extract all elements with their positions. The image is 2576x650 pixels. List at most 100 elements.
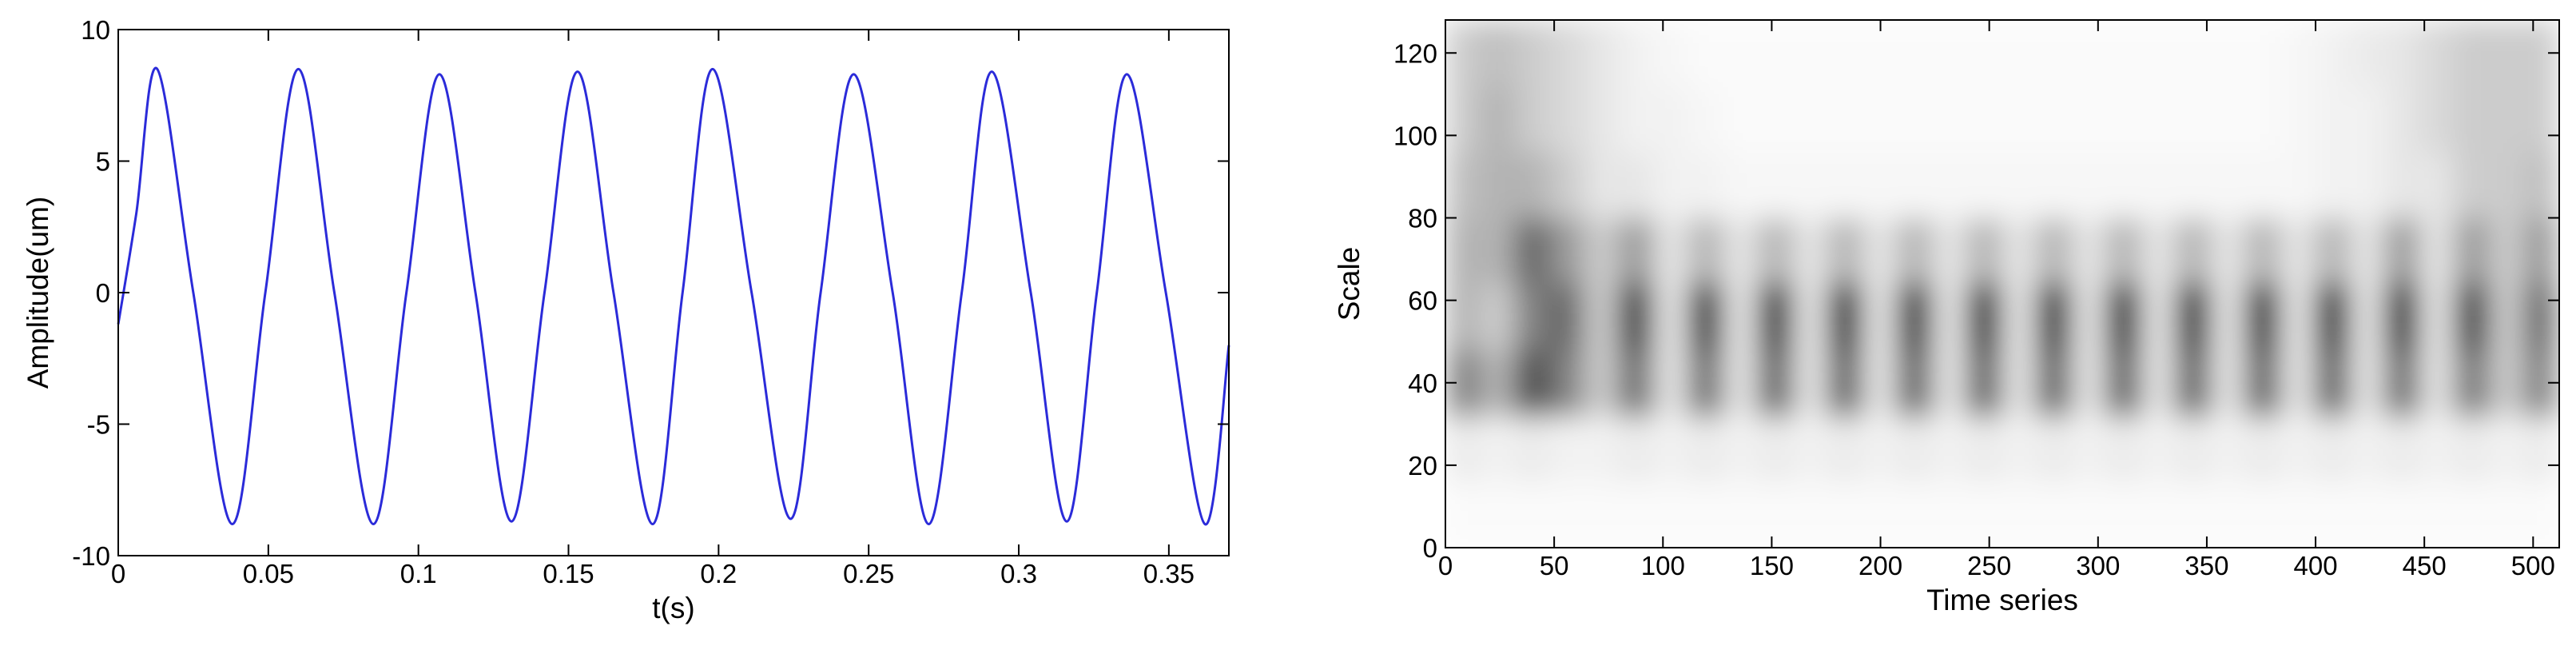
heatmap-cell	[2454, 151, 2491, 219]
heatmap-cell	[2105, 85, 2143, 153]
heatmap-cell	[1514, 217, 1551, 285]
heatmap-cell	[1758, 349, 1795, 417]
heatmap-cell	[1514, 283, 1551, 351]
heatmap-cell	[2002, 217, 2038, 285]
heatmap-cell	[1514, 349, 1551, 417]
heatmap-cell	[2280, 151, 2317, 219]
heatmap-cell	[2175, 217, 2212, 285]
y-tick-label: 5	[96, 147, 110, 177]
heatmap-cell	[1514, 415, 1551, 483]
heatmap-cell	[2175, 481, 2212, 548]
heatmap-cell	[1758, 283, 1795, 351]
heatmap-cell	[2175, 20, 2212, 87]
heatmap-cell	[2175, 349, 2212, 417]
heatmap-cell	[2175, 151, 2212, 219]
heatmap-cell	[2384, 20, 2421, 87]
heatmap-cell	[1792, 151, 1830, 219]
y-tick-label: -5	[87, 410, 110, 440]
heatmap-cell	[2454, 283, 2491, 351]
heatmap-cell	[1862, 283, 1899, 351]
heatmap-cell	[2210, 481, 2247, 548]
heatmap-cell	[1688, 283, 1725, 351]
heatmap-cell	[2002, 20, 2038, 87]
heatmap-cell	[2105, 20, 2143, 87]
heatmap-cell	[1723, 481, 1760, 548]
heatmap-cell	[1548, 217, 1586, 285]
x-tick-label: 0.05	[243, 559, 294, 588]
heatmap-cell	[2071, 85, 2108, 153]
heatmap-cell	[2244, 151, 2282, 219]
heatmap-cell	[2488, 481, 2526, 548]
heatmap-cell	[1931, 415, 1969, 483]
heatmap-cell	[1688, 481, 1725, 548]
heatmap-cell	[1688, 349, 1725, 417]
heatmap-cell	[2384, 481, 2421, 548]
heatmap-cell	[2419, 415, 2456, 483]
plot-frame	[1445, 19, 2560, 548]
heatmap-cell	[1584, 283, 1620, 351]
x-tick-label: 350	[2184, 551, 2228, 580]
heatmap-cell	[1548, 283, 1586, 351]
heatmap-cell	[2210, 283, 2247, 351]
heatmap-cell	[1618, 217, 1656, 285]
heatmap-cell	[1584, 415, 1620, 483]
heatmap-cell	[1479, 151, 1517, 219]
y-tick-label: 60	[1408, 286, 1437, 316]
heatmap-cell	[1862, 85, 1899, 153]
heatmap-cell	[1584, 481, 1620, 548]
heatmap-cell	[1931, 481, 1969, 548]
heatmap-cell	[1897, 151, 1934, 219]
heatmap-cell	[2244, 481, 2282, 548]
heatmap-cell	[1931, 85, 1969, 153]
heatmap-cell	[2105, 481, 2143, 548]
heatmap-cell	[2488, 415, 2526, 483]
heatmap-cell	[2315, 415, 2351, 483]
heatmap-cell	[2280, 85, 2317, 153]
heatmap-cell	[1514, 151, 1551, 219]
heatmap-cell	[1618, 349, 1656, 417]
heatmap-cell	[1723, 283, 1760, 351]
heatmap-cell	[2071, 217, 2108, 285]
heatmap-cell	[1827, 283, 1864, 351]
heatmap-cell	[2488, 85, 2526, 153]
heatmap-cell	[2244, 415, 2282, 483]
y-axis-label: Amplitude(um)	[22, 197, 54, 389]
heatmap-cell	[1792, 349, 1830, 417]
heatmap-cell	[1966, 481, 2003, 548]
heatmap-cell	[1514, 481, 1551, 548]
heatmap-cell	[2523, 217, 2559, 285]
heatmap-cell	[1653, 217, 1690, 285]
heatmap-cell	[2454, 217, 2491, 285]
x-tick-label: 0.1	[400, 559, 437, 588]
heatmap-cell	[1618, 151, 1656, 219]
heatmap-cell	[1827, 85, 1864, 153]
heatmap-cell	[1584, 85, 1620, 153]
heatmap-cell	[2071, 481, 2108, 548]
heatmap-cell	[2105, 151, 2143, 219]
heatmap-cell	[1723, 151, 1760, 219]
heatmap-cell	[2105, 217, 2143, 285]
heatmap-cell	[1514, 20, 1551, 87]
heatmap-cell	[2523, 151, 2559, 219]
heatmap-cell	[2454, 415, 2491, 483]
heatmap-cell	[2175, 85, 2212, 153]
x-tick-label: 0	[111, 559, 125, 588]
heatmap-cell	[2280, 283, 2317, 351]
heatmap-cell	[2002, 481, 2038, 548]
heatmap-cell	[1792, 217, 1830, 285]
heatmap-cell	[1792, 481, 1830, 548]
heatmap-cell	[1445, 481, 1481, 548]
heatmap-cell	[2349, 85, 2387, 153]
heatmap-cell	[1931, 349, 1969, 417]
heatmap-cell	[2523, 415, 2559, 483]
heatmap-cell	[2315, 20, 2351, 87]
heatmap-cell	[1723, 217, 1760, 285]
heatmap-cell	[1758, 217, 1795, 285]
heatmap-cell	[1479, 20, 1517, 87]
heatmap-cell	[2036, 20, 2073, 87]
heatmap-cell	[2141, 85, 2177, 153]
heatmap-cell	[1897, 415, 1934, 483]
heatmap-cell	[2210, 151, 2247, 219]
heatmap-cell	[1966, 85, 2003, 153]
